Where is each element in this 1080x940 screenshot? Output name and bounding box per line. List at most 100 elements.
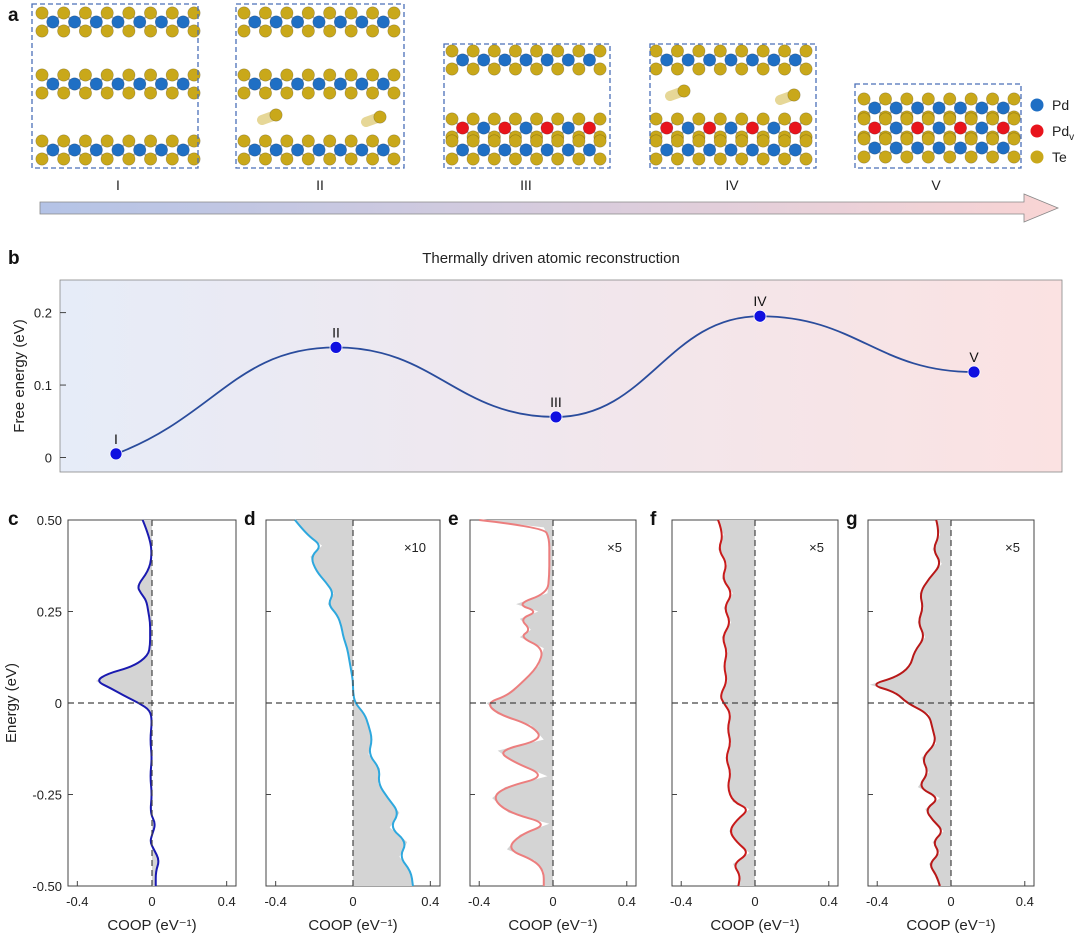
atom <box>681 121 695 135</box>
atom <box>344 86 358 100</box>
y-tick-label: 0.1 <box>34 378 52 393</box>
atom <box>670 44 684 58</box>
energy-point <box>549 410 563 424</box>
energy-point <box>753 309 767 323</box>
atom <box>165 134 179 148</box>
legend-te-label: Te <box>1052 149 1067 165</box>
atom <box>269 143 283 157</box>
atom <box>376 77 390 91</box>
atom <box>387 86 401 100</box>
atom <box>111 143 125 157</box>
atom <box>670 112 684 126</box>
atom <box>237 86 251 100</box>
atom <box>291 77 305 91</box>
atom <box>466 134 480 148</box>
atom <box>986 132 1000 146</box>
atom <box>477 121 491 135</box>
atom <box>333 77 347 91</box>
coop-curve <box>294 519 414 887</box>
atom <box>900 112 914 126</box>
atom <box>344 68 358 82</box>
atom <box>681 143 695 157</box>
atom <box>986 150 1000 164</box>
atom <box>692 44 706 58</box>
coop-panel-c: 0.50 0.25 0 -0.25 -0.50 -0.4 0 0.4 COOP (eV⁻¹) <box>32 513 237 934</box>
atom <box>572 62 586 76</box>
x-tick-label: -0.4 <box>66 894 88 909</box>
atom <box>735 152 749 166</box>
coop-fill <box>295 520 413 886</box>
atom <box>561 121 575 135</box>
atom <box>1007 150 1021 164</box>
atom <box>187 134 201 148</box>
atom <box>122 68 136 82</box>
atom <box>767 121 781 135</box>
atom <box>551 152 565 166</box>
x-tick-label: 0 <box>947 894 954 909</box>
atom <box>964 150 978 164</box>
structure-box <box>31 3 199 169</box>
atom <box>387 134 401 148</box>
atom <box>165 6 179 20</box>
atom <box>593 112 607 126</box>
x-tick-label: 0.4 <box>218 894 236 909</box>
atom <box>176 77 190 91</box>
atom <box>165 152 179 166</box>
atom <box>35 134 49 148</box>
atom <box>111 15 125 29</box>
atom <box>561 53 575 67</box>
atom <box>344 6 358 20</box>
atom <box>561 143 575 157</box>
atom <box>301 68 315 82</box>
atom <box>144 152 158 166</box>
atom <box>582 121 596 135</box>
x-axis-label: COOP (eV⁻¹) <box>508 917 597 934</box>
atom <box>713 62 727 76</box>
panel-label-e: e <box>448 509 459 530</box>
scale-factor-label: ×5 <box>607 540 622 555</box>
panel-label-g: g <box>846 509 858 530</box>
atom <box>713 44 727 58</box>
atom <box>456 53 470 67</box>
atom <box>100 152 114 166</box>
energy-point <box>967 365 981 379</box>
atom <box>445 152 459 166</box>
legend-pd-label: Pd <box>1052 97 1069 113</box>
atom <box>713 152 727 166</box>
atom <box>323 134 337 148</box>
atom <box>868 141 882 155</box>
atom <box>456 143 470 157</box>
atom <box>187 24 201 38</box>
atom <box>778 44 792 58</box>
atom <box>530 62 544 76</box>
atom <box>787 88 801 102</box>
atom <box>46 15 60 29</box>
atom <box>133 15 147 29</box>
atom <box>154 15 168 29</box>
atom <box>799 112 813 126</box>
atom <box>572 152 586 166</box>
atom <box>519 143 533 157</box>
y-tick-label: 0.50 <box>37 513 62 528</box>
atom <box>487 112 501 126</box>
x-axis-label: COOP (eV⁻¹) <box>906 917 995 934</box>
legend: Pd Pdv Te <box>1030 97 1074 165</box>
atom <box>799 152 813 166</box>
atom <box>280 86 294 100</box>
atom <box>366 68 380 82</box>
atom <box>582 143 596 157</box>
atom <box>445 112 459 126</box>
atom <box>323 6 337 20</box>
atom <box>78 6 92 20</box>
atom <box>144 134 158 148</box>
atom <box>953 101 967 115</box>
panel-label-d: d <box>244 509 256 530</box>
x-tick-label: 0.4 <box>1016 894 1034 909</box>
atom <box>301 6 315 20</box>
x-tick-label: 0 <box>751 894 758 909</box>
atom <box>301 152 315 166</box>
atom <box>301 24 315 38</box>
atom <box>996 121 1010 135</box>
atom <box>508 62 522 76</box>
